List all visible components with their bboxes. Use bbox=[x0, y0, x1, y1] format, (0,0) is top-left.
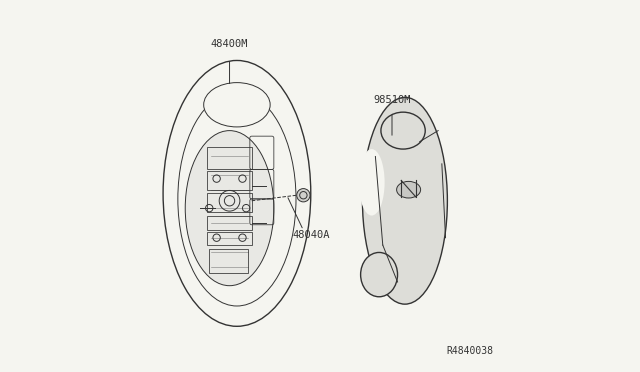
Ellipse shape bbox=[362, 97, 447, 304]
Ellipse shape bbox=[397, 182, 420, 198]
Ellipse shape bbox=[185, 131, 274, 286]
Ellipse shape bbox=[204, 83, 270, 127]
Text: 48040A: 48040A bbox=[292, 230, 330, 240]
Ellipse shape bbox=[359, 149, 385, 215]
Text: 98510M: 98510M bbox=[373, 95, 411, 105]
Text: R4840038: R4840038 bbox=[447, 346, 493, 356]
Ellipse shape bbox=[360, 253, 397, 297]
Text: 48400M: 48400M bbox=[211, 39, 248, 49]
Ellipse shape bbox=[381, 112, 425, 149]
Circle shape bbox=[297, 189, 310, 202]
